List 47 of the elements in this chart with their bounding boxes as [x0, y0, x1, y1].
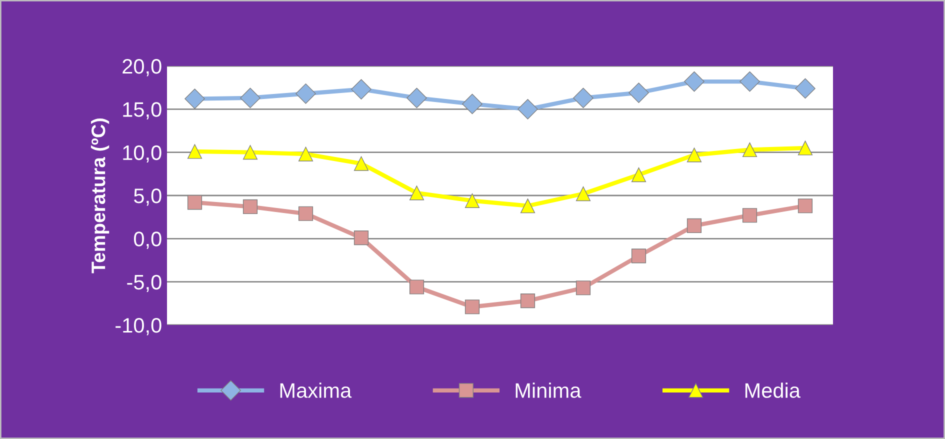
y-tick-label: 15,0 — [123, 102, 162, 120]
point — [686, 148, 702, 162]
y-tick-label: 5,0 — [134, 188, 162, 206]
point — [184, 88, 205, 109]
y-tick-label: 0,0 — [134, 232, 162, 249]
point — [742, 208, 758, 223]
point — [462, 94, 482, 114]
point — [351, 79, 372, 100]
point — [354, 156, 369, 171]
y-tick-label: 10,0 — [123, 145, 162, 163]
point — [406, 88, 427, 108]
point — [684, 71, 704, 92]
point — [740, 71, 760, 92]
point — [798, 198, 813, 214]
point — [354, 230, 369, 246]
point — [520, 294, 536, 308]
point — [409, 280, 424, 294]
point — [187, 144, 202, 159]
point — [576, 280, 591, 296]
point — [187, 195, 202, 210]
y-tick-label: -10,0 — [116, 318, 162, 336]
point — [409, 186, 424, 200]
point — [520, 198, 536, 214]
legend-label: Minima — [516, 382, 582, 398]
point — [298, 146, 314, 162]
point — [686, 218, 702, 234]
legend-label: Media — [745, 382, 800, 398]
point — [240, 88, 260, 108]
point — [464, 300, 480, 314]
point — [576, 186, 591, 202]
point — [631, 248, 646, 264]
point — [795, 78, 816, 99]
point — [464, 193, 480, 208]
point — [242, 145, 258, 160]
point — [242, 199, 258, 214]
y-axis-title: Temperatura (ºC) — [90, 118, 110, 274]
point — [628, 82, 649, 103]
point — [298, 206, 314, 221]
point — [742, 142, 758, 158]
point — [296, 83, 316, 104]
y-tick-label: 20,0 — [122, 59, 162, 76]
legend-label: Maxima — [280, 382, 352, 398]
y-tick-label: -5,0 — [127, 274, 162, 292]
point — [798, 140, 813, 156]
point — [518, 98, 538, 120]
point — [631, 167, 646, 182]
point — [573, 88, 594, 108]
